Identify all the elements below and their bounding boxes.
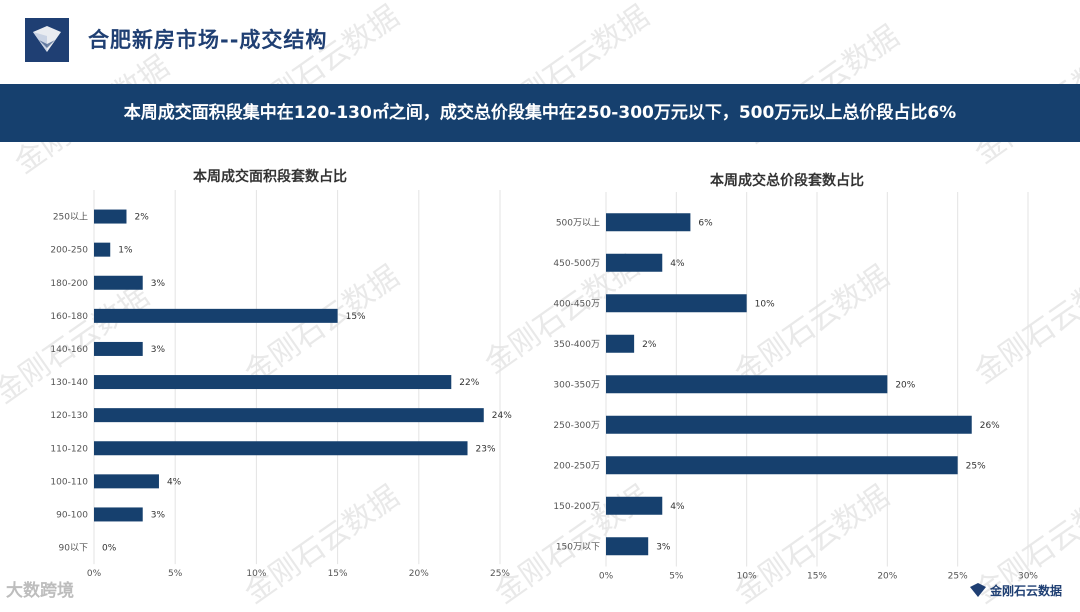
bar [606, 375, 888, 394]
diamond-icon [970, 582, 986, 597]
x-tick-label: 25% [490, 569, 510, 579]
category-label: 200-250万 [553, 461, 600, 471]
x-tick-label: 20% [877, 572, 897, 582]
bar [606, 456, 958, 475]
category-label: 150万以下 [556, 542, 600, 552]
bar [94, 408, 484, 423]
chart-title-area: 本周成交面积段套数占比 [193, 169, 347, 185]
category-label: 400-450万 [553, 299, 600, 309]
x-tick-label: 0% [87, 569, 102, 579]
bar [606, 334, 635, 353]
data-label: 3% [151, 345, 166, 355]
x-tick-label: 25% [948, 572, 968, 582]
x-tick-label: 20% [409, 569, 429, 579]
data-label: 22% [459, 378, 479, 388]
x-tick-label: 5% [669, 572, 684, 582]
data-label: 10% [755, 299, 775, 309]
data-label: 2% [134, 213, 149, 223]
bar [94, 375, 452, 390]
bar [94, 341, 143, 356]
data-label: 6% [698, 218, 713, 228]
category-label: 90-100 [56, 510, 88, 520]
bar [94, 209, 127, 224]
data-label: 1% [118, 246, 133, 256]
bar [94, 275, 143, 290]
category-label: 300-350万 [553, 380, 600, 390]
bar [606, 537, 649, 556]
data-label: 0% [102, 544, 117, 554]
category-label: 160-180 [50, 312, 88, 322]
category-label: 110-120 [50, 444, 88, 454]
bar [94, 308, 338, 323]
data-label: 4% [167, 477, 182, 487]
footer-right-brand: 金刚石云数据 [990, 584, 1063, 598]
data-label: 3% [151, 279, 166, 289]
category-label: 150-200万 [553, 502, 600, 512]
category-label: 90以下 [59, 544, 88, 554]
bar [94, 507, 143, 522]
category-label: 180-200 [50, 279, 88, 289]
summary-banner-text: 本周成交面积段集中在120-130㎡之间，成交总价段集中在250-300万元以下… [123, 103, 957, 123]
x-tick-label: 30% [1018, 572, 1038, 582]
category-label: 200-250 [50, 246, 88, 256]
data-label: 26% [980, 421, 1000, 431]
summary-banner [0, 84, 1080, 142]
bar [94, 474, 159, 489]
chart-title-price: 本周成交总价段套数占比 [710, 173, 864, 189]
x-tick-label: 0% [599, 572, 614, 582]
category-label: 130-140 [50, 378, 88, 388]
footer-left-brand: 大数跨境 [6, 581, 74, 601]
data-label: 2% [642, 340, 657, 350]
price-segment-chart: 0% 5% 10% 15% 20% 25% 30% 500万以上 6% 450-500万 4% 400… [553, 192, 1038, 582]
data-label: 25% [966, 461, 986, 471]
x-tick-label: 10% [737, 572, 757, 582]
bar [606, 213, 691, 232]
data-label: 3% [151, 510, 166, 520]
data-label: 15% [346, 312, 366, 322]
data-label: 24% [492, 411, 512, 421]
category-label: 120-130 [50, 411, 88, 421]
category-label: 350-400万 [553, 340, 600, 350]
data-label: 4% [670, 502, 685, 512]
category-label: 100-110 [50, 477, 88, 487]
category-label: 250以上 [53, 212, 88, 223]
data-label: 20% [895, 380, 915, 390]
data-label: 23% [476, 444, 496, 454]
category-label: 140-160 [50, 345, 88, 355]
bar [606, 294, 747, 313]
x-tick-label: 5% [168, 569, 183, 579]
category-label: 250-300万 [553, 421, 600, 431]
area-segment-chart: 0% 5% 10% 15% 20% 25% 250以上 2% 200-250 1% 180-200 3… [50, 190, 512, 579]
page-title: 合肥新房市场--成交结构 [88, 28, 328, 52]
category-label: 450-500万 [553, 259, 600, 269]
brand-logo [25, 18, 69, 62]
bar [94, 242, 111, 257]
x-tick-label: 15% [807, 572, 827, 582]
data-label: 4% [670, 259, 685, 269]
bar [606, 253, 663, 272]
bar [94, 441, 468, 456]
x-tick-label: 10% [246, 569, 266, 579]
bar [606, 415, 972, 434]
data-label: 3% [656, 542, 671, 552]
bar [606, 496, 663, 515]
x-tick-label: 15% [328, 569, 348, 579]
category-label: 500万以上 [556, 217, 600, 228]
